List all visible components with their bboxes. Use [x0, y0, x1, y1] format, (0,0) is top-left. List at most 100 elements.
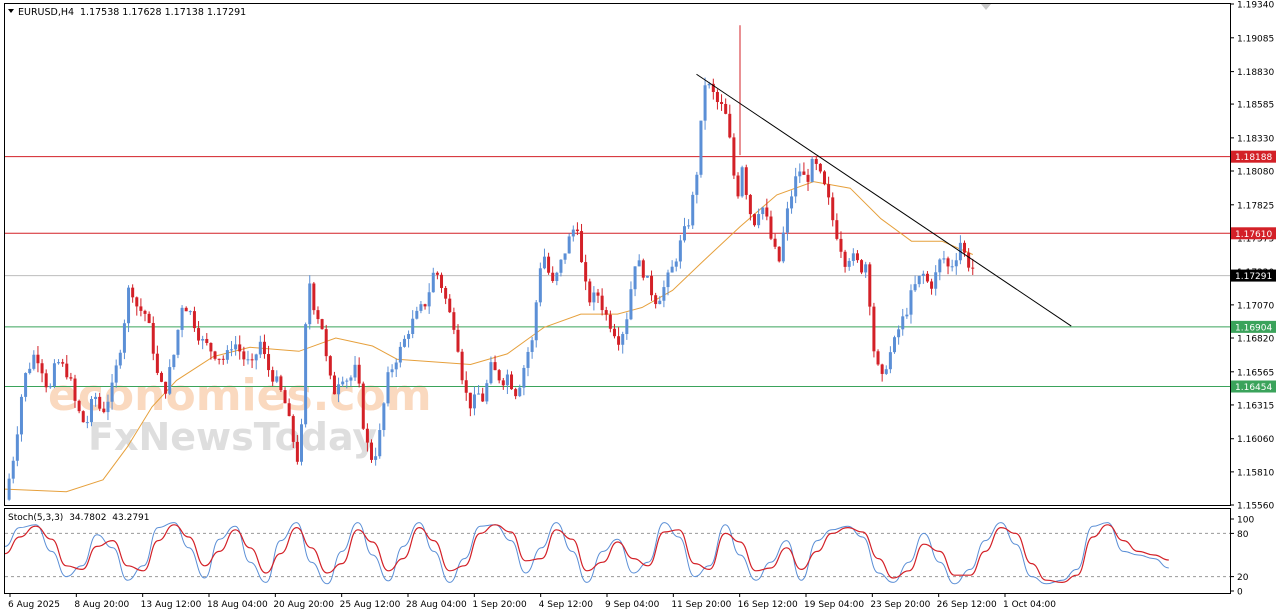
- candle-bull: [897, 329, 901, 338]
- candle-bull: [934, 272, 938, 289]
- stoch-signal-line: [4, 524, 1169, 584]
- candle-bull: [538, 268, 542, 303]
- level-label: 1.16904: [1235, 323, 1272, 333]
- candle-bull: [24, 373, 28, 397]
- candle-bull: [621, 334, 625, 345]
- candle-bear: [151, 322, 155, 354]
- chart-menu-arrow-icon[interactable]: [8, 9, 14, 13]
- stoch-signal-value: 43.2791: [112, 513, 149, 523]
- candle-bull: [394, 362, 398, 370]
- time-tick-label: 13 Aug 12:00: [141, 600, 202, 610]
- candle-bear: [802, 171, 806, 175]
- horizontal-levels: [5, 156, 1230, 388]
- candle-bull: [180, 307, 184, 330]
- candle-bull: [864, 264, 868, 273]
- candle-bull: [106, 401, 110, 413]
- candle-bear: [423, 304, 427, 307]
- candle-bear: [164, 381, 168, 394]
- candle-bull: [637, 260, 641, 267]
- candle-bear: [839, 238, 843, 252]
- candle-bull: [645, 275, 649, 278]
- candle-bear: [147, 313, 151, 323]
- stoch-tick-label: 80: [1237, 530, 1249, 540]
- candle-bear: [271, 370, 275, 382]
- candle-bear: [497, 370, 501, 381]
- candle-bear: [814, 158, 818, 164]
- candle-bull: [485, 383, 489, 402]
- candle-bull: [304, 324, 308, 425]
- current-price-label-bg: [1231, 269, 1276, 282]
- candle-bull: [505, 374, 509, 386]
- candle-bear: [641, 260, 645, 278]
- candle-bear: [493, 362, 497, 371]
- candle-bull: [810, 158, 814, 182]
- candle-bear: [818, 163, 822, 172]
- candle-bear: [547, 256, 551, 273]
- candle-bear: [806, 174, 810, 182]
- stochastic-pane: 100 80 20 0: [4, 516, 1254, 598]
- candle-bear: [650, 275, 654, 296]
- candle-bear: [283, 390, 287, 404]
- stoch-tick-label: 0: [1237, 588, 1243, 598]
- candle-bull: [477, 393, 481, 395]
- price-tick-label: 1.19340: [1237, 1, 1274, 11]
- time-tick-label: 20 Aug 20:00: [273, 600, 334, 610]
- candle-bull: [592, 292, 596, 303]
- candle-bull: [563, 253, 567, 260]
- candle-bull: [415, 310, 419, 319]
- candle-bull: [526, 351, 530, 368]
- trendline-group: [696, 73, 1072, 327]
- candle-bull: [349, 377, 353, 381]
- candle-bull: [761, 207, 765, 215]
- candle-bull: [94, 396, 98, 400]
- candle-bull: [703, 85, 707, 121]
- candle-bull: [246, 359, 250, 361]
- candle-bull: [674, 261, 678, 267]
- candle-bear: [205, 338, 209, 343]
- candle-bull: [489, 362, 493, 384]
- level-label: 1.18188: [1235, 153, 1272, 163]
- candle-bull: [518, 387, 522, 397]
- candle-bear: [880, 364, 884, 374]
- stoch-main-value: 34.7802: [69, 513, 106, 523]
- candle-bull: [48, 385, 52, 388]
- candle-bear: [769, 216, 773, 239]
- candle-bear: [860, 260, 864, 273]
- candle-bull: [785, 208, 789, 233]
- candle-bear: [773, 238, 777, 247]
- candle-bull: [954, 260, 958, 267]
- candle-bear: [468, 392, 472, 409]
- candle-bear: [588, 281, 592, 303]
- candle-bear: [711, 83, 715, 92]
- price-tick-label: 1.17575: [1237, 234, 1274, 244]
- candle-bear: [580, 231, 584, 263]
- candle-bear: [217, 358, 221, 360]
- candle-bear: [728, 113, 732, 138]
- candle-bear: [744, 167, 748, 195]
- candle-bull: [851, 253, 855, 261]
- main-pane-frame: [4, 3, 1231, 506]
- candle-bull: [798, 171, 802, 177]
- candle-bear: [40, 363, 44, 374]
- candle-bear: [855, 253, 859, 261]
- candle-bear: [868, 264, 872, 307]
- candle-bull: [781, 232, 785, 262]
- candle-bear: [876, 351, 880, 365]
- candle-bull: [176, 329, 180, 355]
- candle-bull: [687, 225, 691, 227]
- candle-bull: [950, 266, 954, 268]
- candle-bear: [262, 341, 266, 355]
- candle-bear: [65, 363, 69, 378]
- chart-shift-marker-icon[interactable]: [981, 4, 991, 10]
- price-tick-label: 1.18330: [1237, 134, 1274, 144]
- candle-bull: [559, 259, 563, 273]
- candle-bull: [85, 422, 89, 424]
- time-tick-label: 4 Sep 12:00: [539, 600, 594, 610]
- time-tick-label: 1 Sep 20:00: [472, 600, 527, 610]
- candle-bear: [81, 411, 85, 423]
- stoch-tick-label: 20: [1237, 573, 1249, 583]
- time-tick-label: 11 Sep 20:00: [671, 600, 731, 610]
- candle-bull: [229, 349, 233, 351]
- time-tick-label: 18 Aug 04:00: [207, 600, 268, 610]
